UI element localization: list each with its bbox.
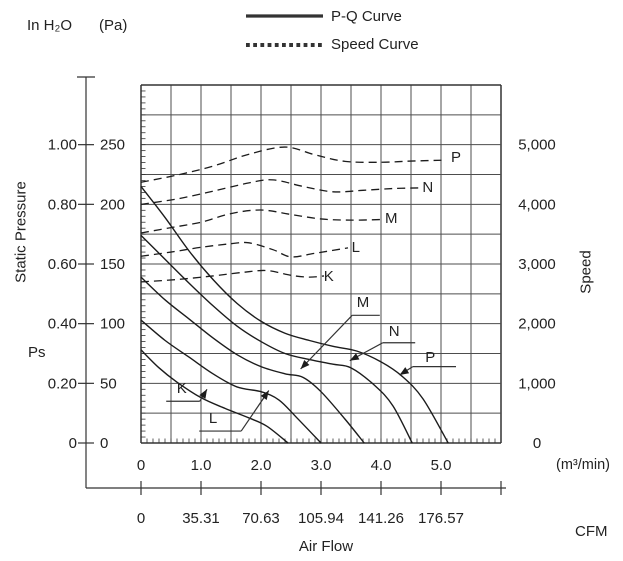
pressure-unit-inh2o: In H₂O bbox=[27, 17, 72, 34]
x-axis-unit-cfm: CFM bbox=[575, 523, 608, 540]
pressure-unit-pa: (Pa) bbox=[99, 17, 128, 34]
x-axis-title-air-flow: Air Flow bbox=[298, 538, 354, 555]
tick-label-inh2o: 0.40 bbox=[48, 316, 77, 333]
leader-arrowhead bbox=[199, 389, 207, 399]
tick-label-cfm: 35.31 bbox=[182, 510, 220, 527]
tick-label-pa: 150 bbox=[100, 256, 125, 273]
speed-curve-label-M: M bbox=[385, 210, 398, 227]
speed-curve-L bbox=[140, 241, 349, 258]
leader-arrowhead bbox=[399, 367, 410, 375]
tick-label-pa: 250 bbox=[100, 137, 125, 154]
tick-label-inh2o: 0.60 bbox=[48, 256, 77, 273]
tick-label-m3min: 2.0 bbox=[251, 457, 272, 474]
pq-curve-label-N: N bbox=[389, 323, 400, 340]
tick-label-inh2o: 0 bbox=[69, 435, 77, 452]
leader-arrowhead bbox=[260, 390, 269, 400]
tick-label-pa: 200 bbox=[100, 196, 125, 213]
speed-curve-N bbox=[140, 179, 421, 205]
speed-curve-label-K: K bbox=[324, 268, 334, 285]
speed-curve-M bbox=[140, 209, 382, 234]
tick-label-inh2o: 1.00 bbox=[48, 137, 77, 154]
legend-label-speed-curve: Speed Curve bbox=[331, 36, 419, 53]
speed-curve-K bbox=[140, 269, 325, 283]
pq-label-leader-M bbox=[300, 314, 353, 370]
x-axis-unit-m3min: (m³/min) bbox=[556, 457, 610, 473]
pq-curve-label-L: L bbox=[209, 410, 217, 427]
tick-label-cfm: 105.94 bbox=[298, 510, 344, 527]
tick-label-inh2o: 0.80 bbox=[48, 196, 77, 213]
tick-label-speed: 3,000 bbox=[518, 256, 556, 273]
tick-label-cfm: 176.57 bbox=[418, 510, 464, 527]
leader-arrowhead bbox=[300, 360, 310, 370]
speed-curve-label-N: N bbox=[422, 179, 433, 196]
tick-label-inh2o: 0.20 bbox=[48, 375, 77, 392]
tick-label-m3min: 4.0 bbox=[371, 457, 392, 474]
speed-curve-label-L: L bbox=[352, 239, 360, 256]
pq-curve-label-M: M bbox=[357, 294, 370, 311]
tick-label-m3min: 5.0 bbox=[431, 457, 452, 474]
tick-label-speed: 4,000 bbox=[518, 196, 556, 213]
tick-label-pa: 50 bbox=[100, 375, 117, 392]
pq-curve-N bbox=[140, 234, 413, 444]
tick-label-m3min: 0 bbox=[137, 457, 145, 474]
pq-curve-M bbox=[140, 276, 365, 444]
tick-label-speed: 1,000 bbox=[518, 375, 556, 392]
speed-curve-P bbox=[140, 146, 445, 183]
legend-label-pq-curve: P-Q Curve bbox=[331, 8, 402, 25]
tick-label-speed: 0 bbox=[533, 435, 541, 452]
leader-arrowhead bbox=[349, 353, 360, 361]
speed-curve-label-P: P bbox=[451, 149, 461, 166]
pq-curve-L bbox=[140, 319, 322, 444]
tick-label-speed: 2,000 bbox=[518, 316, 556, 333]
tick-label-speed: 5,000 bbox=[518, 137, 556, 154]
tick-label-pa: 0 bbox=[100, 435, 108, 452]
tick-label-cfm: 70.63 bbox=[242, 510, 280, 527]
tick-label-cfm: 141.26 bbox=[358, 510, 404, 527]
pq-curve-label-K: K bbox=[177, 380, 187, 397]
pq-curve-label-P: P bbox=[425, 349, 435, 366]
tick-label-m3min: 1.0 bbox=[191, 457, 212, 474]
pq-curve-K bbox=[140, 349, 289, 444]
tick-label-cfm: 0 bbox=[137, 510, 145, 527]
y-axis-symbol-ps: Ps bbox=[28, 344, 46, 361]
tick-label-pa: 100 bbox=[100, 316, 125, 333]
tick-label-m3min: 3.0 bbox=[311, 457, 332, 474]
